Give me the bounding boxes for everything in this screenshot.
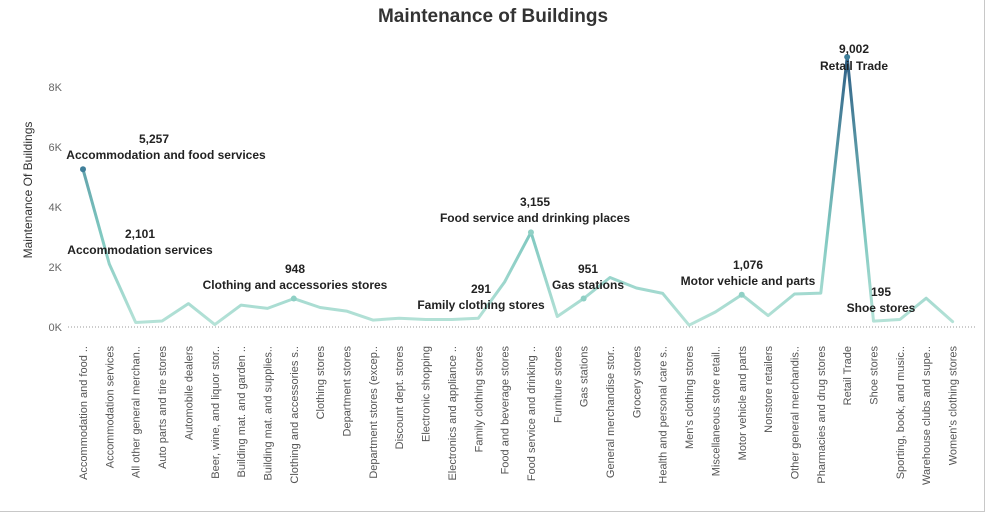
x-category-label: Clothing stores xyxy=(315,346,327,420)
series-line xyxy=(81,55,955,327)
chart-title: Maintenance of Buildings xyxy=(377,6,609,27)
data-point xyxy=(738,291,745,298)
x-category-label: Health and personal care s.. xyxy=(658,346,670,484)
x-category-label: Electronics and appliance .. xyxy=(447,346,459,481)
data-point xyxy=(80,166,86,173)
y-tick-label: 6K xyxy=(49,142,63,154)
annotation-label: Retail Trade xyxy=(820,59,888,73)
annotation-label: Shoe stores xyxy=(847,301,916,315)
annotation-value: 5,257 xyxy=(139,132,169,146)
data-point xyxy=(580,295,587,302)
annotation-label: Food service and drinking places xyxy=(440,211,630,225)
x-category-label: Gas stations xyxy=(579,346,591,408)
x-category-label: Women's clothing stores xyxy=(948,346,960,466)
x-category-label: Pharmacies and drug stores xyxy=(816,346,828,484)
x-category-label: Beer, wine, and liquor stor.. xyxy=(210,346,222,479)
annotation-label: Accommodation services xyxy=(67,243,213,257)
x-category-label: Department stores (excep.. xyxy=(368,346,380,479)
annotation-value: 9,002 xyxy=(839,42,869,56)
annotation-value: 948 xyxy=(285,262,305,276)
x-category-label: Miscellaneous store retail.. xyxy=(710,346,722,476)
x-category-label: Men's clothing stores xyxy=(684,346,696,449)
y-tick-label: 0K xyxy=(49,322,63,334)
annotation-label: Clothing and accessories stores xyxy=(203,278,388,292)
x-category-label: Nonstore retailers xyxy=(763,346,775,433)
x-category-label: All other general merchan.. xyxy=(131,346,143,478)
x-category-label: Sporting, book, and music.. xyxy=(895,346,907,479)
x-category-label: General merchandise stor.. xyxy=(605,346,617,478)
y-tick-label: 4K xyxy=(49,202,63,214)
x-category-label: Family clothing stores xyxy=(473,346,485,453)
annotation-label: Gas stations xyxy=(552,278,624,292)
x-category-label: Retail Trade xyxy=(842,346,854,405)
annotation-value: 195 xyxy=(871,285,891,299)
x-category-label: Building mat. and garden .. xyxy=(236,346,248,477)
data-point xyxy=(527,229,534,236)
y-tick-label: 2K xyxy=(49,262,63,274)
annotation-value: 2,101 xyxy=(125,227,155,241)
annotation-label: Family clothing stores xyxy=(417,298,545,312)
x-category-label: Accommodation and food .. xyxy=(78,346,90,480)
x-category-label: Warehouse clubs and supe.. xyxy=(921,346,933,485)
x-category-label: Auto parts and tire stores xyxy=(157,346,169,469)
annotation-value: 1,076 xyxy=(733,258,763,272)
x-category-label: Discount dept. stores xyxy=(394,346,406,450)
data-point xyxy=(290,295,297,302)
x-category-label: Building mat. and supplies.. xyxy=(262,346,274,481)
x-category-label: Furniture stores xyxy=(552,346,564,424)
x-category-label: Department stores xyxy=(342,346,354,437)
x-category-label: Accommodation services xyxy=(104,346,116,469)
data-point xyxy=(844,53,851,60)
y-tick-label: 8K xyxy=(49,82,63,94)
annotation-value: 291 xyxy=(471,282,491,296)
x-category-label: Other general merchandis.. xyxy=(789,346,801,479)
x-category-label: Food and beverage stores xyxy=(500,346,512,475)
annotation-value: 3,155 xyxy=(520,195,550,209)
annotation-value: 951 xyxy=(578,262,598,276)
x-category-label: Automobile dealers xyxy=(183,346,195,441)
x-category-label: Motor vehicle and parts xyxy=(737,346,749,461)
x-category-label: Shoe stores xyxy=(869,346,881,405)
annotation-label: Motor vehicle and parts xyxy=(681,274,816,288)
x-category-label: Grocery stores xyxy=(631,346,643,419)
annotation-label: Accommodation and food services xyxy=(66,148,266,162)
x-category-label: Food service and drinking .. xyxy=(526,346,538,481)
x-category-label: Clothing and accessories s.. xyxy=(289,346,301,484)
x-category-label: Electronic shopping xyxy=(421,346,433,442)
